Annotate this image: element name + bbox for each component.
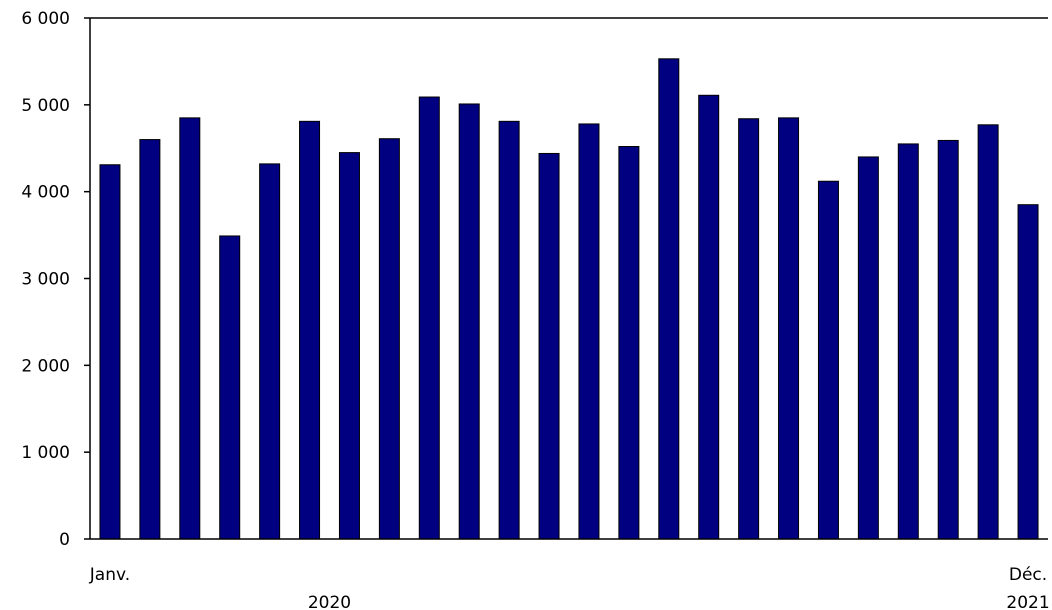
bar-2021-08 [857, 156, 879, 540]
bar-2021-03 [658, 58, 680, 540]
y-tick-label: 4 000 [21, 183, 70, 203]
bar-2020-04 [219, 235, 241, 540]
x-year-label-last: 2021 [1006, 593, 1049, 610]
y-tick-label: 0 [59, 530, 70, 550]
bar-2020-08 [378, 138, 400, 540]
bar-2021-04 [698, 94, 720, 540]
bar-2020-03 [179, 117, 201, 540]
y-tick-label: 1 000 [21, 443, 70, 463]
x-year-label-first: 2020 [308, 593, 351, 610]
bar-2021-12 [1017, 204, 1039, 540]
x-tick-label-first-month: Janv. [89, 565, 130, 585]
bar-2020-11 [498, 120, 520, 540]
y-axis-ticks: 0 1 000 2 000 3 000 4 000 5 000 6 000 [21, 9, 90, 550]
bar-2020-06 [299, 120, 321, 540]
bar-2021-01 [578, 123, 600, 540]
y-tick-label: 5 000 [21, 96, 70, 116]
bar-2020-10 [458, 103, 480, 540]
bar-2021-09 [897, 143, 919, 540]
bar-2021-10 [937, 139, 959, 540]
bar-2021-06 [778, 117, 800, 540]
bar-2021-07 [817, 180, 839, 540]
bar-2021-02 [618, 146, 640, 540]
bar-2020-05 [259, 163, 281, 540]
bar-2020-02 [139, 139, 161, 540]
bar-2020-09 [418, 96, 440, 540]
y-tick-label: 3 000 [21, 270, 70, 290]
bar-2021-05 [738, 118, 760, 540]
bar-2020-01 [99, 164, 121, 540]
bar-2020-07 [338, 152, 360, 540]
bar-2020-12 [538, 152, 560, 540]
bars [99, 58, 1039, 540]
y-tick-label: 6 000 [21, 9, 70, 29]
y-tick-label: 2 000 [21, 356, 70, 376]
bar-2021-11 [977, 124, 999, 540]
x-tick-label-last-month: Déc. [1009, 565, 1047, 585]
